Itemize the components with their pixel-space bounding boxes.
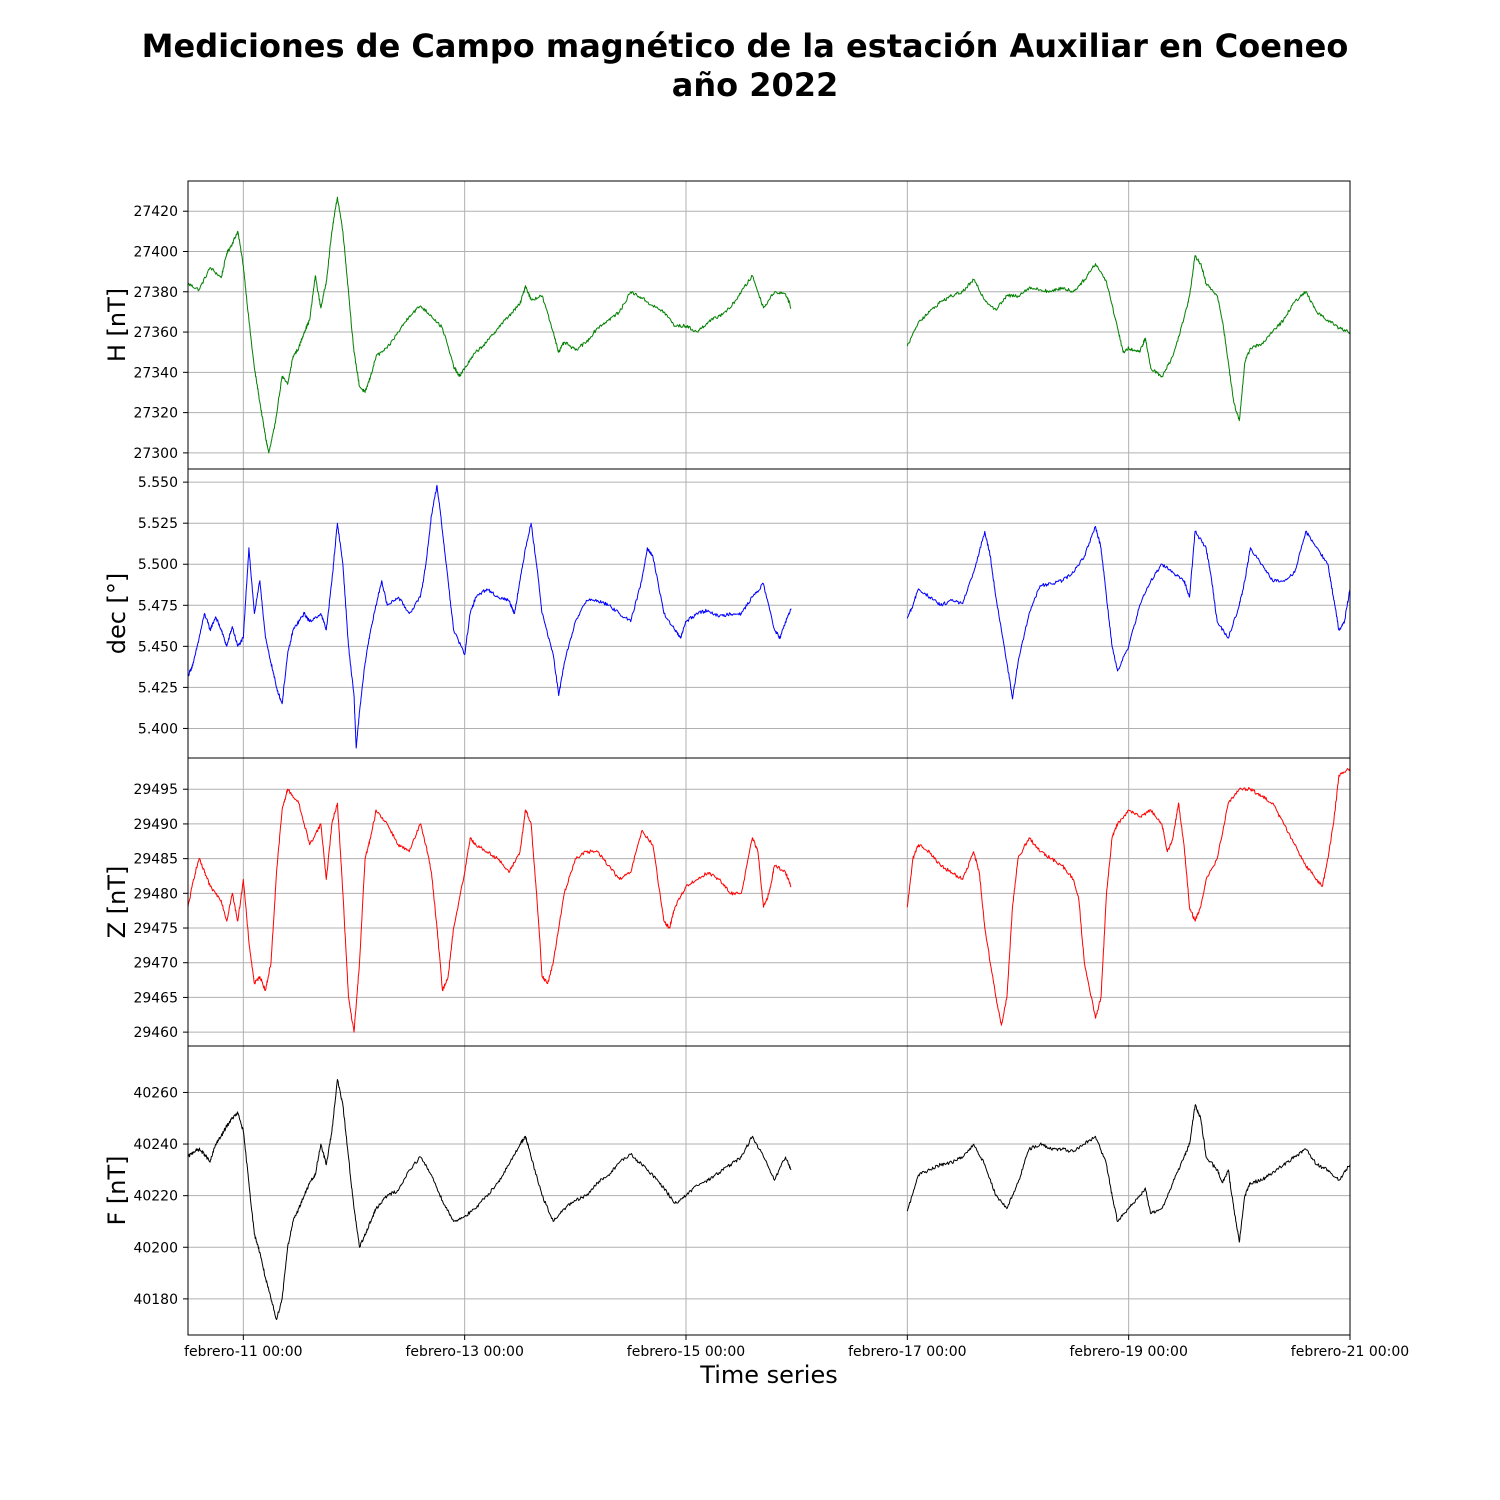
x-tick-label: febrero-19 00:00 [1069, 1344, 1187, 1360]
panel-2: 5.400 5.425 5.450 5.475 5.500 5.525 5.550 dec [… [103, 468, 1351, 759]
x-tick-label: febrero-13 00:00 [405, 1344, 523, 1360]
series-line-4 [187, 1079, 1351, 1320]
panel-3: 29460 29465 29470 29475 29480 29485 29490 29495… [103, 757, 1351, 1047]
series-line-2 [187, 484, 1351, 749]
y-tick-label: 27360 [133, 325, 178, 341]
chart-title-line-2: año 2022 [672, 66, 839, 104]
y-tick-label: 29490 [133, 817, 178, 833]
x-tick-label: febrero-21 00:00 [1291, 1344, 1409, 1360]
y-tick-label: 27300 [133, 446, 178, 462]
y-tick-label: 5.400 [138, 721, 178, 737]
y-tick-label: 27420 [133, 204, 178, 220]
y-tick-label: 29485 [133, 852, 178, 868]
x-tick-label: febrero-17 00:00 [848, 1344, 966, 1360]
x-axis-label: Time series [699, 1361, 837, 1389]
y-tick-label: 5.450 [138, 639, 178, 655]
x-tick-label: febrero-15 00:00 [627, 1344, 745, 1360]
y-tick-label: 29475 [133, 921, 178, 937]
y-tick-label: 29460 [133, 1025, 178, 1041]
y-axis-label: dec [°] [103, 573, 131, 655]
y-tick-label: 40180 [133, 1292, 178, 1308]
chart-title-line-1: Mediciones de Campo magnético de la esta… [142, 27, 1349, 65]
y-tick-label: 40200 [133, 1240, 178, 1256]
y-tick-label: 40240 [133, 1137, 178, 1153]
y-tick-label: 40260 [133, 1085, 178, 1101]
panel-frame [187, 1045, 1351, 1336]
y-axis-label: Z [nT] [103, 866, 131, 939]
y-tick-label: 5.475 [138, 598, 178, 614]
y-tick-label: 27380 [133, 285, 178, 301]
panel-4: 40180 40200 40220 40240 40260 F [nT] [103, 1045, 1351, 1336]
y-tick-label: 29465 [133, 990, 178, 1006]
y-tick-label: 5.550 [138, 475, 178, 491]
series-line-3 [187, 768, 1351, 1033]
y-tick-label: 29470 [133, 956, 178, 972]
y-tick-label: 40220 [133, 1189, 178, 1205]
y-tick-label: 27400 [133, 244, 178, 260]
x-tick-label: febrero-11 00:00 [184, 1344, 302, 1360]
y-tick-label: 27340 [133, 365, 178, 381]
y-tick-label: 5.425 [138, 680, 178, 696]
series-line-1 [187, 196, 1351, 454]
panel-1: 27300 27320 27340 27360 27380 27400 27420 H [nT… [103, 180, 1351, 470]
y-tick-label: 29495 [133, 782, 178, 798]
x-axis: febrero-11 00:00 febrero-13 00:00 febrero-… [184, 1335, 1409, 1360]
y-tick-label: 27320 [133, 406, 178, 422]
y-tick-label: 29480 [133, 886, 178, 902]
y-axis-label: F [nT] [103, 1155, 131, 1225]
y-tick-label: 5.525 [138, 516, 178, 532]
y-tick-label: 5.500 [138, 557, 178, 573]
y-axis-label: H [nT] [103, 288, 131, 362]
